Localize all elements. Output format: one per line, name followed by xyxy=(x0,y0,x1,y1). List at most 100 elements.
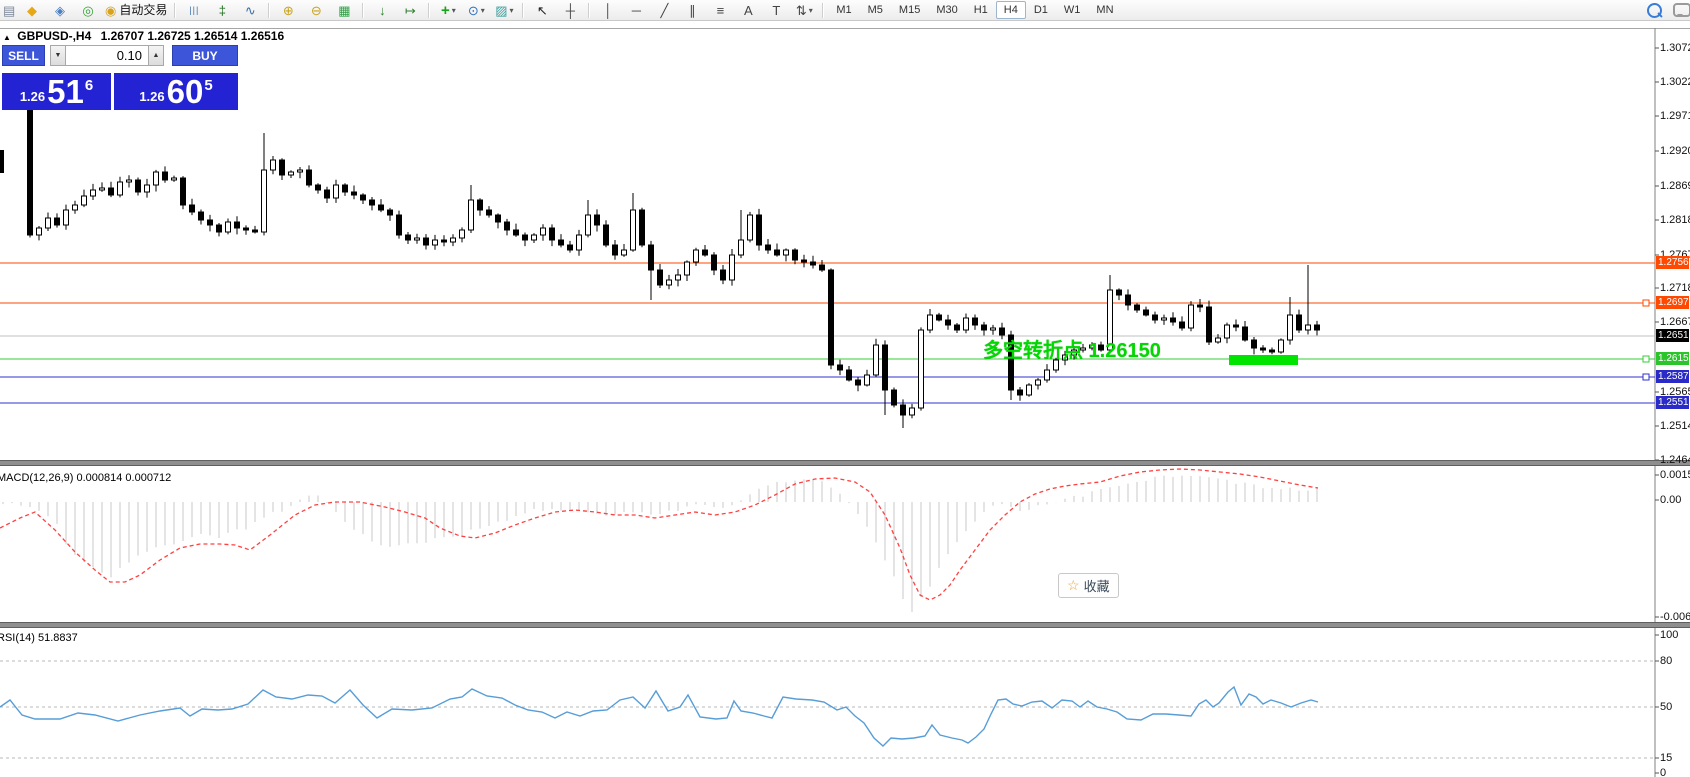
candle-bullish xyxy=(1053,359,1059,371)
level-drag-handle[interactable] xyxy=(1642,373,1650,381)
pane-separator-macd[interactable] xyxy=(0,460,1690,466)
candle-bullish xyxy=(684,261,690,276)
market-watch-icon[interactable]: ◆ xyxy=(18,0,46,21)
new-order-icon: ▤ xyxy=(3,2,16,18)
timeframe-h4[interactable]: H4 xyxy=(995,1,1026,19)
candlestick-chart-icon: ‡ xyxy=(218,2,226,18)
candle-bullish xyxy=(225,221,231,233)
periods-icon: ⊙ xyxy=(467,2,479,18)
candle-bullish xyxy=(729,254,735,281)
candle-bearish xyxy=(801,259,807,263)
arrows-icon-dropdown[interactable]: ▾ xyxy=(808,5,813,15)
auto-scroll-icon[interactable]: ↓ xyxy=(368,0,396,21)
candle-bearish xyxy=(1269,349,1275,353)
level-price-badge: 1.2587 xyxy=(1656,370,1689,383)
periods-icon-dropdown[interactable]: ▾ xyxy=(480,5,485,15)
candle-bearish xyxy=(1152,314,1158,321)
one-click-trade-panel: SELL ▼ ▲ BUY 1.26 51 6 1.26 60 5 xyxy=(2,45,238,110)
timeframe-h1[interactable]: H1 xyxy=(973,4,988,16)
candle-bearish xyxy=(720,269,726,281)
channel-icon[interactable]: ∥ xyxy=(678,0,706,21)
candle-bullish xyxy=(90,189,96,197)
buy-price-panel[interactable]: 1.26 60 5 xyxy=(114,73,238,110)
green-zone-marker[interactable] xyxy=(1229,355,1298,365)
periods-icon[interactable]: ⊙ ▾ xyxy=(462,0,490,21)
candle-bearish xyxy=(423,237,429,246)
chart-shift-icon[interactable]: ↦ xyxy=(396,0,424,21)
candlestick-chart-icon[interactable]: ‡ xyxy=(208,0,236,21)
volume-increase-button[interactable]: ▲ xyxy=(148,45,164,66)
candle-bullish xyxy=(630,209,636,251)
favorites-badge[interactable]: ☆ 收藏 xyxy=(1058,573,1119,598)
candle-bearish xyxy=(1143,309,1149,316)
volume-input[interactable] xyxy=(66,45,148,66)
auto-trading-button[interactable]: ◉ 自动交易 xyxy=(102,0,170,21)
candle-bullish xyxy=(171,177,177,181)
candle-bearish xyxy=(846,369,852,381)
navigator-icon[interactable]: ◈ xyxy=(46,0,74,21)
timeframe-m1[interactable]: M1 xyxy=(836,4,852,16)
line-chart-icon[interactable]: ∿ xyxy=(236,0,264,21)
trendline-icon[interactable]: ╱ xyxy=(650,0,678,21)
timeframe-m5[interactable]: M5 xyxy=(867,4,883,16)
candle-bullish xyxy=(621,249,627,256)
horizontal-line-icon[interactable]: ─ xyxy=(622,0,650,21)
candle-bearish xyxy=(1197,304,1203,308)
indicators-icon-dropdown[interactable]: ▾ xyxy=(451,5,456,15)
candle-bullish xyxy=(909,407,915,416)
vertical-line-icon[interactable]: │ xyxy=(594,0,622,21)
level-drag-handle[interactable] xyxy=(1642,299,1650,307)
timeframe-d1[interactable]: D1 xyxy=(1033,4,1048,16)
candle-bearish xyxy=(594,214,600,226)
volume-decrease-button[interactable]: ▼ xyxy=(50,45,66,66)
templates-icon[interactable]: ▨ ▾ xyxy=(490,0,518,21)
level-drag-handle[interactable] xyxy=(1642,355,1650,363)
candle-bearish xyxy=(1170,317,1176,323)
timeframe-m30[interactable]: M30 xyxy=(936,4,958,16)
candle-bullish xyxy=(990,327,996,331)
candle-bullish xyxy=(927,314,933,331)
candle-bullish xyxy=(1089,344,1095,349)
templates-icon-dropdown[interactable]: ▾ xyxy=(509,5,514,15)
timeframe-m15[interactable]: M15 xyxy=(898,4,921,16)
bar-chart-icon: ||| xyxy=(189,4,200,15)
buy-button[interactable]: BUY xyxy=(172,45,238,66)
candle-bearish xyxy=(1260,347,1266,351)
zoom-in-icon[interactable]: ⊕ xyxy=(274,0,302,21)
timeframe-w1[interactable]: W1 xyxy=(1063,4,1081,16)
candle-bullish xyxy=(1278,339,1284,353)
cursor-icon[interactable]: ↖ xyxy=(528,0,556,21)
tile-windows-icon[interactable]: ▦ xyxy=(330,0,358,21)
price-tick-label: 1.2464 xyxy=(1660,454,1690,466)
pane-separator-rsi[interactable] xyxy=(0,622,1690,628)
vertical-line-icon: │ xyxy=(604,2,613,18)
candle-bullish xyxy=(1215,337,1221,343)
text-icon[interactable]: A xyxy=(734,0,762,21)
timeframe-mn[interactable]: MN xyxy=(1096,4,1114,16)
label-icon[interactable]: T xyxy=(762,0,790,21)
sell-price-prefix: 1.26 xyxy=(19,89,46,104)
zoom-out-icon: ⊖ xyxy=(310,2,322,18)
rsi-scale-label: 50 xyxy=(1660,701,1673,713)
search-button[interactable] xyxy=(1640,0,1668,21)
new-order-icon[interactable]: ▤ xyxy=(0,0,18,21)
cursor-icon: ↖ xyxy=(536,2,548,18)
candle-bullish xyxy=(45,217,51,229)
candle-bullish xyxy=(738,239,744,256)
crosshair-icon[interactable]: ┼ xyxy=(556,0,584,21)
fibonacci-icon[interactable]: ≡ xyxy=(706,0,734,21)
arrows-icon[interactable]: ⇅ ▾ xyxy=(790,0,818,21)
sell-price-panel[interactable]: 1.26 51 6 xyxy=(2,73,111,110)
signal-icon[interactable]: ◎ xyxy=(74,0,102,21)
indicators-icon[interactable]: + ▾ xyxy=(434,0,462,21)
candle-bullish xyxy=(36,227,42,236)
zoom-out-icon[interactable]: ⊖ xyxy=(302,0,330,21)
candle-bearish xyxy=(765,244,771,251)
candle-bearish xyxy=(495,214,501,223)
bar-chart-icon[interactable]: ||| xyxy=(180,0,208,21)
candle-bearish xyxy=(567,244,573,251)
candle-bearish xyxy=(378,204,384,211)
sell-button[interactable]: SELL xyxy=(2,45,45,66)
candle-bullish xyxy=(72,204,78,211)
